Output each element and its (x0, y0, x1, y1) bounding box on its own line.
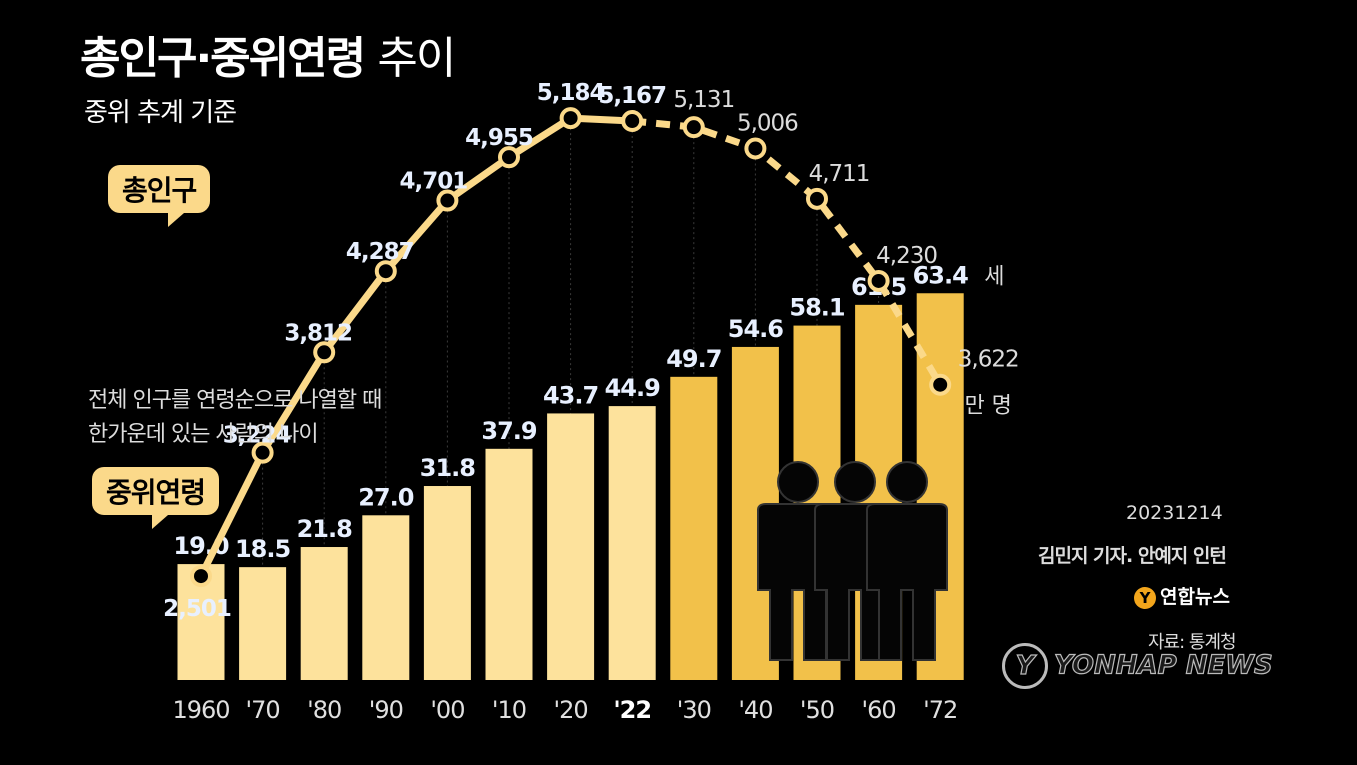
title-light: 추이 (377, 33, 456, 84)
bar-label-8: 49.7 (666, 345, 721, 373)
population-label-5: 4,955 (465, 125, 533, 151)
population-point-11 (867, 269, 890, 292)
description-line-2: 한가운데 있는 사람의 나이 (88, 422, 319, 447)
bar-3 (362, 515, 410, 680)
population-point-8 (682, 116, 705, 139)
x-tick-5: '10 (492, 696, 526, 724)
population-point-2 (313, 341, 336, 364)
bar-label-10: 58.1 (789, 294, 845, 322)
bar-label-4: 31.8 (420, 454, 476, 482)
x-tick-10: '50 (800, 696, 834, 724)
population-point-7 (621, 109, 644, 132)
population-point-9 (744, 137, 767, 160)
population-point-3 (374, 260, 397, 283)
chart-subtitle: 중위 추계 기준 (84, 98, 237, 128)
watermark: Y YONHAP NEWS (1002, 643, 1273, 689)
population-label-4: 4,701 (400, 169, 468, 195)
bar-label-7: 44.9 (605, 374, 661, 402)
watermark-circle-icon: Y (1002, 643, 1048, 689)
bar-label-2: 21.8 (297, 515, 353, 543)
x-tick-12: '72 (923, 696, 957, 724)
population-label-11: 4,230 (876, 243, 937, 269)
population-label-8: 5,131 (673, 87, 734, 113)
population-label-1: 3,224 (223, 423, 291, 449)
population-label-7: 5,167 (598, 83, 666, 109)
bar-6 (547, 413, 595, 680)
data-source: 자료: 통계청 (1148, 632, 1237, 653)
author-credit: 김민지 기자. 안예지 인턴 (1038, 545, 1227, 567)
yonhap-mark-icon: Y (1134, 586, 1156, 609)
description-line-1: 전체 인구를 연령순으로 나열할 때 (88, 388, 382, 413)
x-tick-4: '00 (430, 696, 464, 724)
population-label-12: 3,622 (958, 347, 1019, 373)
logo-text: 연합뉴스 (1160, 586, 1230, 608)
bar-8 (670, 376, 718, 680)
population-label-9: 5,006 (737, 110, 798, 136)
population-line-actual (197, 114, 633, 578)
population-point-4 (436, 189, 459, 212)
bar-label-3: 27.0 (358, 483, 414, 511)
watermark-text: YONHAP NEWS (1053, 650, 1273, 681)
yonhap-logo: Y 연합뉴스 (1134, 582, 1230, 609)
x-tick-9: '40 (738, 696, 772, 724)
median-age-description: 전체 인구를 연령순으로 나열할 때 한가운데 있는 사람의 나이 (88, 384, 382, 452)
person-silhouette-2 (866, 461, 948, 661)
bar-label-1: 18.5 (235, 535, 291, 563)
population-label-6: 5,184 (537, 80, 605, 106)
bar-label-5: 37.9 (481, 417, 537, 445)
bar-label-12: 63.4 (913, 261, 969, 289)
bar-4 (423, 486, 471, 680)
people-silhouette-icon (757, 461, 948, 661)
population-point-10 (806, 187, 828, 210)
population-label-0: 2,501 (163, 596, 231, 622)
bar-7 (608, 406, 656, 680)
population-point-6 (559, 107, 582, 130)
x-tick-8: '30 (677, 696, 711, 724)
x-tick-3: '90 (369, 696, 403, 724)
bar-5 (485, 448, 533, 680)
x-tick-2: '80 (307, 696, 341, 724)
population-label-3: 4,287 (346, 239, 414, 265)
population-label-10: 4,711 (809, 161, 870, 187)
population-point-5 (498, 146, 520, 169)
title-bold: 총인구·중위연령 (80, 33, 366, 84)
x-tick-11: '60 (862, 696, 896, 724)
population-point-1 (251, 441, 274, 464)
x-tick-0: 1960 (172, 696, 229, 724)
bar-1 (239, 567, 287, 680)
x-tick-6: '20 (554, 696, 588, 724)
population-unit: 만 명 (964, 394, 1011, 419)
population-point-0 (190, 565, 212, 588)
bar-label-6: 43.7 (543, 381, 598, 409)
population-tag: 총인구 (108, 165, 211, 227)
population-point-12 (929, 373, 952, 396)
x-tick-7: '22 (613, 696, 651, 724)
population-label-2: 3,812 (284, 320, 352, 346)
median-age-tag: 중위연령 (92, 467, 220, 529)
x-tick-1: '70 (246, 696, 280, 724)
chart-title: 총인구·중위연령 추이 (80, 22, 456, 86)
publish-date: 20231214 (1126, 502, 1223, 524)
bar-label-9: 54.6 (728, 315, 784, 343)
age-unit: 세 (984, 264, 1004, 289)
bar-2 (300, 547, 348, 680)
